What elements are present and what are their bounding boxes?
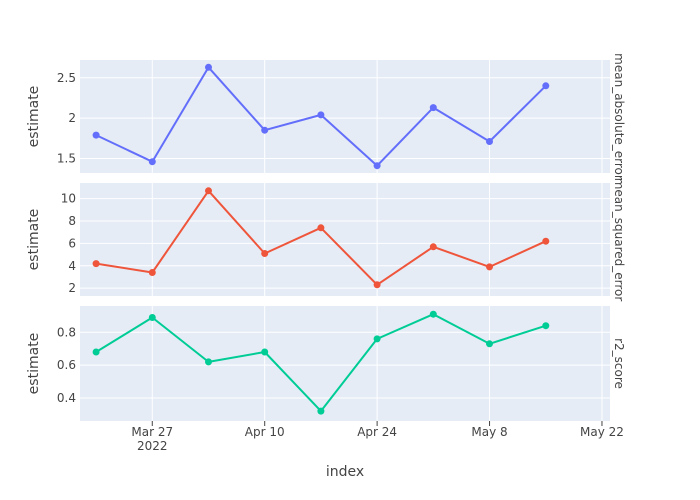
panel-2: 2 4 6 8 10 estimate mean_squared_error xyxy=(26,178,626,302)
data-point xyxy=(486,138,493,145)
panel-1: 1.5 2 2.5 estimate mean_absolute_error xyxy=(26,53,626,180)
facet-label: mean_absolute_error xyxy=(612,53,626,180)
data-point xyxy=(542,237,550,245)
data-point xyxy=(92,131,100,139)
data-point xyxy=(205,63,212,71)
data-point xyxy=(261,348,269,356)
y-tick-label: 2 xyxy=(68,111,76,125)
y-tick-label: 4 xyxy=(68,259,76,273)
data-point xyxy=(261,250,269,257)
panels-layer: 1.5 2 2.5 estimate mean_absolute_error 2 4 6 8 10… xyxy=(26,53,626,421)
data-point xyxy=(373,335,381,343)
data-point xyxy=(92,348,100,356)
y-tick-label: 2 xyxy=(68,281,76,295)
x-tick-label: Mar 27 xyxy=(131,425,173,439)
panel-3: 0.4 0.6 0.8 estimate r2_score xyxy=(26,306,626,421)
x-axis-title: index xyxy=(326,464,364,480)
data-point xyxy=(317,407,325,415)
data-point xyxy=(542,82,550,90)
data-point xyxy=(148,314,156,321)
y-axis-title: estimate xyxy=(26,209,42,271)
data-point xyxy=(373,281,381,289)
y-tick-label: 0.8 xyxy=(57,325,76,339)
y-tick-label: 8 xyxy=(68,214,76,228)
y-tick-label: 2.5 xyxy=(57,71,76,85)
y-axis-title: estimate xyxy=(26,333,42,395)
facet-label: r2_score xyxy=(612,338,626,389)
data-point xyxy=(261,126,269,134)
data-point xyxy=(317,111,325,119)
x-tick-label: Apr 24 xyxy=(357,425,397,439)
data-point xyxy=(486,263,493,271)
data-point xyxy=(542,322,550,330)
x-tick-year-label: 2022 xyxy=(137,439,168,453)
data-point xyxy=(429,104,437,112)
x-tick-label: Apr 10 xyxy=(245,425,285,439)
data-point xyxy=(373,162,381,170)
facet-label: mean_squared_error xyxy=(612,178,626,302)
y-tick-label: 0.4 xyxy=(57,391,76,405)
x-tick-label: May 22 xyxy=(580,425,624,439)
panel-background xyxy=(80,183,610,296)
y-tick-label: 10 xyxy=(61,192,76,206)
data-point xyxy=(148,269,156,276)
data-point xyxy=(148,158,156,166)
data-point xyxy=(317,224,325,232)
data-point xyxy=(429,310,437,318)
y-axis-title: estimate xyxy=(26,86,42,148)
data-point xyxy=(486,340,493,348)
panel-background xyxy=(80,306,610,421)
y-tick-label: 1.5 xyxy=(57,151,76,165)
x-tick-label: May 8 xyxy=(471,425,507,439)
data-point xyxy=(205,358,212,366)
panel-background xyxy=(80,60,610,173)
data-point xyxy=(205,187,212,195)
data-point xyxy=(429,243,437,251)
y-tick-label: 6 xyxy=(68,236,76,250)
data-point xyxy=(92,260,100,268)
y-tick-label: 0.6 xyxy=(57,358,76,372)
